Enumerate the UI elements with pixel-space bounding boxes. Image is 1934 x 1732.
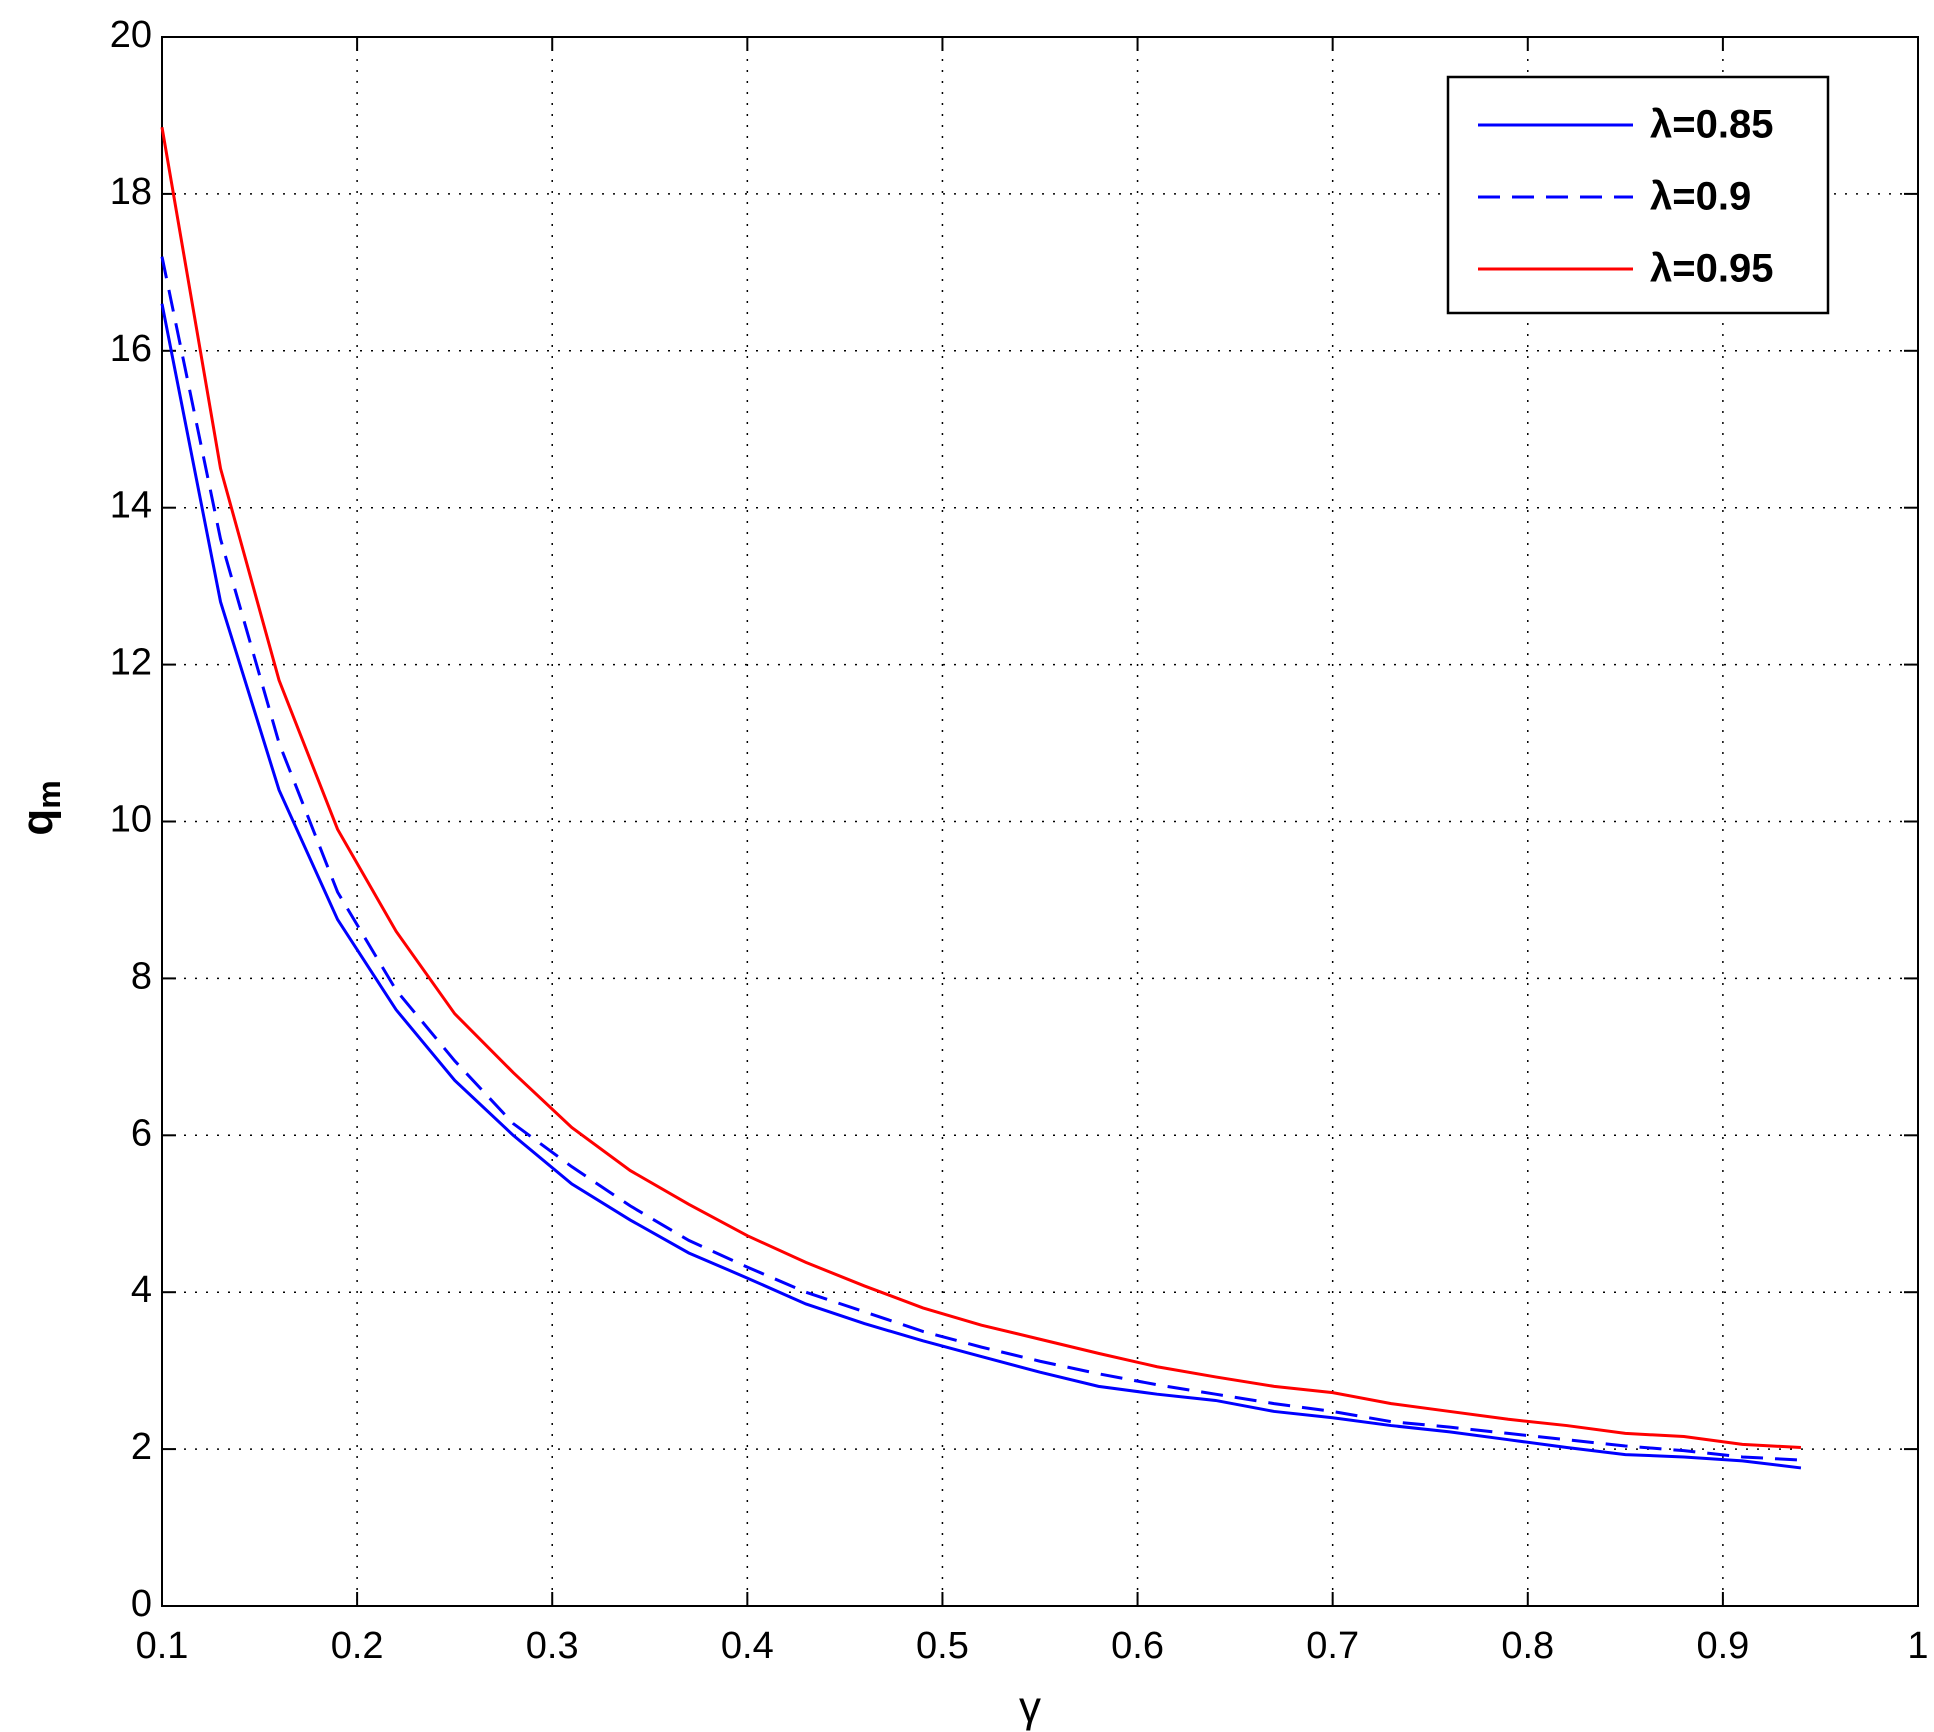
x-tick-label: 0.3 xyxy=(526,1625,579,1667)
y-tick-label: 4 xyxy=(131,1269,152,1311)
y-tick-label: 10 xyxy=(110,799,152,841)
y-axis-label-main: q xyxy=(13,809,62,836)
x-tick-label: 0.2 xyxy=(331,1625,384,1667)
x-tick-label: 0.1 xyxy=(136,1625,189,1667)
legend: λ=0.85 λ=0.9 λ=0.95 xyxy=(1446,75,1830,315)
legend-box xyxy=(1446,75,1830,315)
x-tick-label: 0.6 xyxy=(1111,1625,1164,1667)
x-tick-label: 0.9 xyxy=(1696,1625,1749,1667)
y-axis-label: qm xyxy=(13,780,68,835)
y-tick-label: 6 xyxy=(131,1112,152,1154)
y-tick-label: 0 xyxy=(131,1583,152,1625)
plot-frame xyxy=(161,36,1919,1607)
x-tick-label: 0.8 xyxy=(1501,1625,1554,1667)
x-axis-label: γ xyxy=(1019,1683,1041,1732)
y-axis-label-sub: m xyxy=(31,780,67,808)
legend-label: λ=0.85 xyxy=(1650,103,1773,147)
y-tick-label: 12 xyxy=(110,642,152,684)
series-line xyxy=(160,303,1802,1470)
y-tick-label: 2 xyxy=(131,1426,152,1468)
series-line xyxy=(160,256,1802,1462)
x-tick-label: 1 xyxy=(1907,1625,1928,1667)
y-tick-label: 20 xyxy=(110,14,152,56)
y-tick-label: 14 xyxy=(110,485,152,527)
x-tick-label: 0.5 xyxy=(916,1625,969,1667)
y-tick-label: 16 xyxy=(110,328,152,370)
x-tick-label: 0.7 xyxy=(1306,1625,1359,1667)
legend-label: λ=0.9 xyxy=(1650,175,1751,219)
y-tick-label: 8 xyxy=(131,955,152,997)
legend-label: λ=0.95 xyxy=(1650,247,1773,291)
series-line xyxy=(160,126,1802,1450)
y-tick-label: 18 xyxy=(110,171,152,213)
x-tick-label: 0.4 xyxy=(721,1625,774,1667)
